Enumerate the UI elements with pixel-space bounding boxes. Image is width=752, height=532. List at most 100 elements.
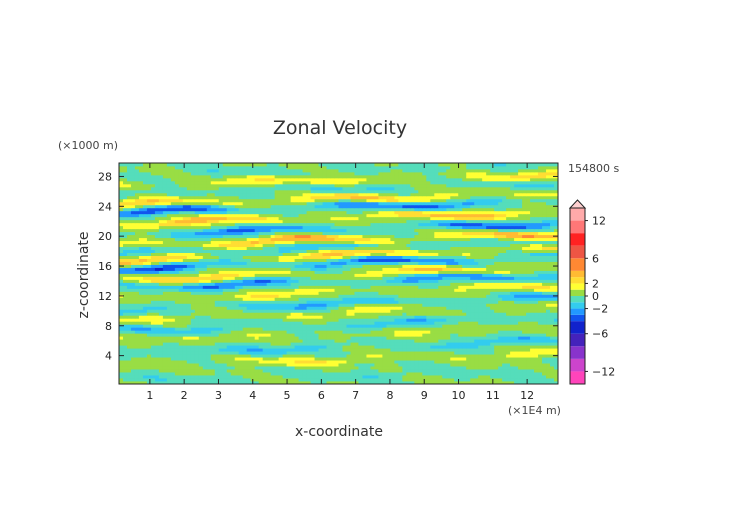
heatmap-cell xyxy=(398,327,403,331)
heatmap-cell xyxy=(422,258,427,262)
heatmap-cell xyxy=(438,258,443,262)
heatmap-cell xyxy=(374,345,379,349)
heatmap-cell xyxy=(498,291,503,295)
heatmap-cell xyxy=(490,300,495,304)
heatmap-cell xyxy=(238,363,244,367)
heatmap-cell xyxy=(306,366,311,370)
heatmap-cell xyxy=(354,321,359,325)
heatmap-cell xyxy=(386,318,391,322)
heatmap-cell xyxy=(414,255,419,259)
heatmap-cell xyxy=(554,381,558,384)
heatmap-cell xyxy=(362,279,367,283)
heatmap-cell xyxy=(294,291,299,295)
heatmap-cell xyxy=(254,267,260,271)
heatmap-cell xyxy=(458,339,463,343)
heatmap-cell xyxy=(134,258,140,262)
heatmap-cell xyxy=(326,333,331,337)
heatmap-cell xyxy=(338,360,343,364)
heatmap-cell xyxy=(162,255,168,259)
heatmap-cell xyxy=(258,288,264,292)
heatmap-cell xyxy=(206,360,212,364)
heatmap-cell xyxy=(522,306,527,310)
heatmap-cell xyxy=(182,303,188,307)
heatmap-cell xyxy=(298,249,303,253)
heatmap-cell xyxy=(150,261,156,265)
heatmap-cell xyxy=(298,255,303,259)
heatmap-cell xyxy=(166,288,172,292)
heatmap-cell xyxy=(446,267,451,271)
heatmap-cell xyxy=(338,318,343,322)
heatmap-cell xyxy=(166,315,172,319)
heatmap-cell xyxy=(330,255,335,259)
heatmap-cell xyxy=(326,378,331,382)
heatmap-cell xyxy=(494,288,499,292)
heatmap-cell xyxy=(190,363,196,367)
heatmap-cell xyxy=(294,378,299,382)
heatmap-cell xyxy=(246,339,252,343)
heatmap-cell xyxy=(142,366,148,370)
heatmap-cell xyxy=(270,285,276,289)
heatmap-cell xyxy=(382,303,387,307)
heatmap-cell xyxy=(242,291,248,295)
heatmap-cell xyxy=(494,363,499,367)
heatmap-cell xyxy=(346,342,351,346)
heatmap-cell xyxy=(482,327,487,331)
heatmap-cell xyxy=(262,324,268,328)
heatmap-cell xyxy=(154,300,160,304)
heatmap-cell xyxy=(514,357,519,361)
heatmap-cell xyxy=(370,345,375,349)
heatmap-cell xyxy=(482,369,487,373)
heatmap-cell xyxy=(518,309,523,313)
heatmap-cell xyxy=(326,294,331,298)
heatmap-cell xyxy=(526,321,531,325)
heatmap-cell xyxy=(366,354,371,358)
heatmap-cell xyxy=(274,252,280,256)
heatmap-cell xyxy=(398,333,403,337)
heatmap-cell xyxy=(286,300,292,304)
heatmap-cell xyxy=(282,267,288,271)
heatmap-cell xyxy=(310,321,315,325)
heatmap-cell xyxy=(410,354,415,358)
heatmap-cell xyxy=(542,303,547,307)
heatmap-cell xyxy=(378,282,383,286)
heatmap-cell xyxy=(150,351,156,355)
heatmap-cell xyxy=(438,249,443,253)
heatmap-cell xyxy=(382,252,387,256)
heatmap-cell xyxy=(202,369,208,373)
heatmap-cell xyxy=(402,315,407,319)
heatmap-cell xyxy=(286,255,292,259)
heatmap-cell xyxy=(398,282,403,286)
heatmap-cell xyxy=(334,249,339,253)
heatmap-cell xyxy=(514,264,519,268)
heatmap-cell xyxy=(302,372,307,376)
heatmap-cell xyxy=(530,255,535,259)
heatmap-cell xyxy=(502,291,507,295)
heatmap-cell xyxy=(474,279,479,283)
heatmap-cell xyxy=(178,378,184,382)
heatmap-cell xyxy=(538,348,543,352)
heatmap-cell xyxy=(454,261,459,265)
heatmap-cell xyxy=(486,363,491,367)
heatmap-cell xyxy=(422,369,427,373)
heatmap-cell xyxy=(386,255,391,259)
heatmap-cell xyxy=(274,357,280,361)
heatmap-cell xyxy=(178,351,184,355)
heatmap-cell xyxy=(306,381,311,384)
heatmap-cell xyxy=(346,351,351,355)
heatmap-cell xyxy=(274,336,280,340)
heatmap-cell xyxy=(522,348,527,352)
heatmap-cell xyxy=(150,327,156,331)
heatmap-cell xyxy=(378,249,383,253)
heatmap-cell xyxy=(246,378,252,382)
heatmap-cell xyxy=(146,345,152,349)
heatmap-cell xyxy=(538,297,543,301)
heatmap-cell xyxy=(274,363,280,367)
heatmap-cell xyxy=(190,351,196,355)
heatmap-cell xyxy=(282,309,288,313)
heatmap-cell xyxy=(310,348,315,352)
heatmap-cell xyxy=(226,312,232,316)
heatmap-cell xyxy=(210,309,216,313)
heatmap-cell xyxy=(338,339,343,343)
heatmap-cell xyxy=(522,315,527,319)
heatmap-cell xyxy=(318,333,323,337)
